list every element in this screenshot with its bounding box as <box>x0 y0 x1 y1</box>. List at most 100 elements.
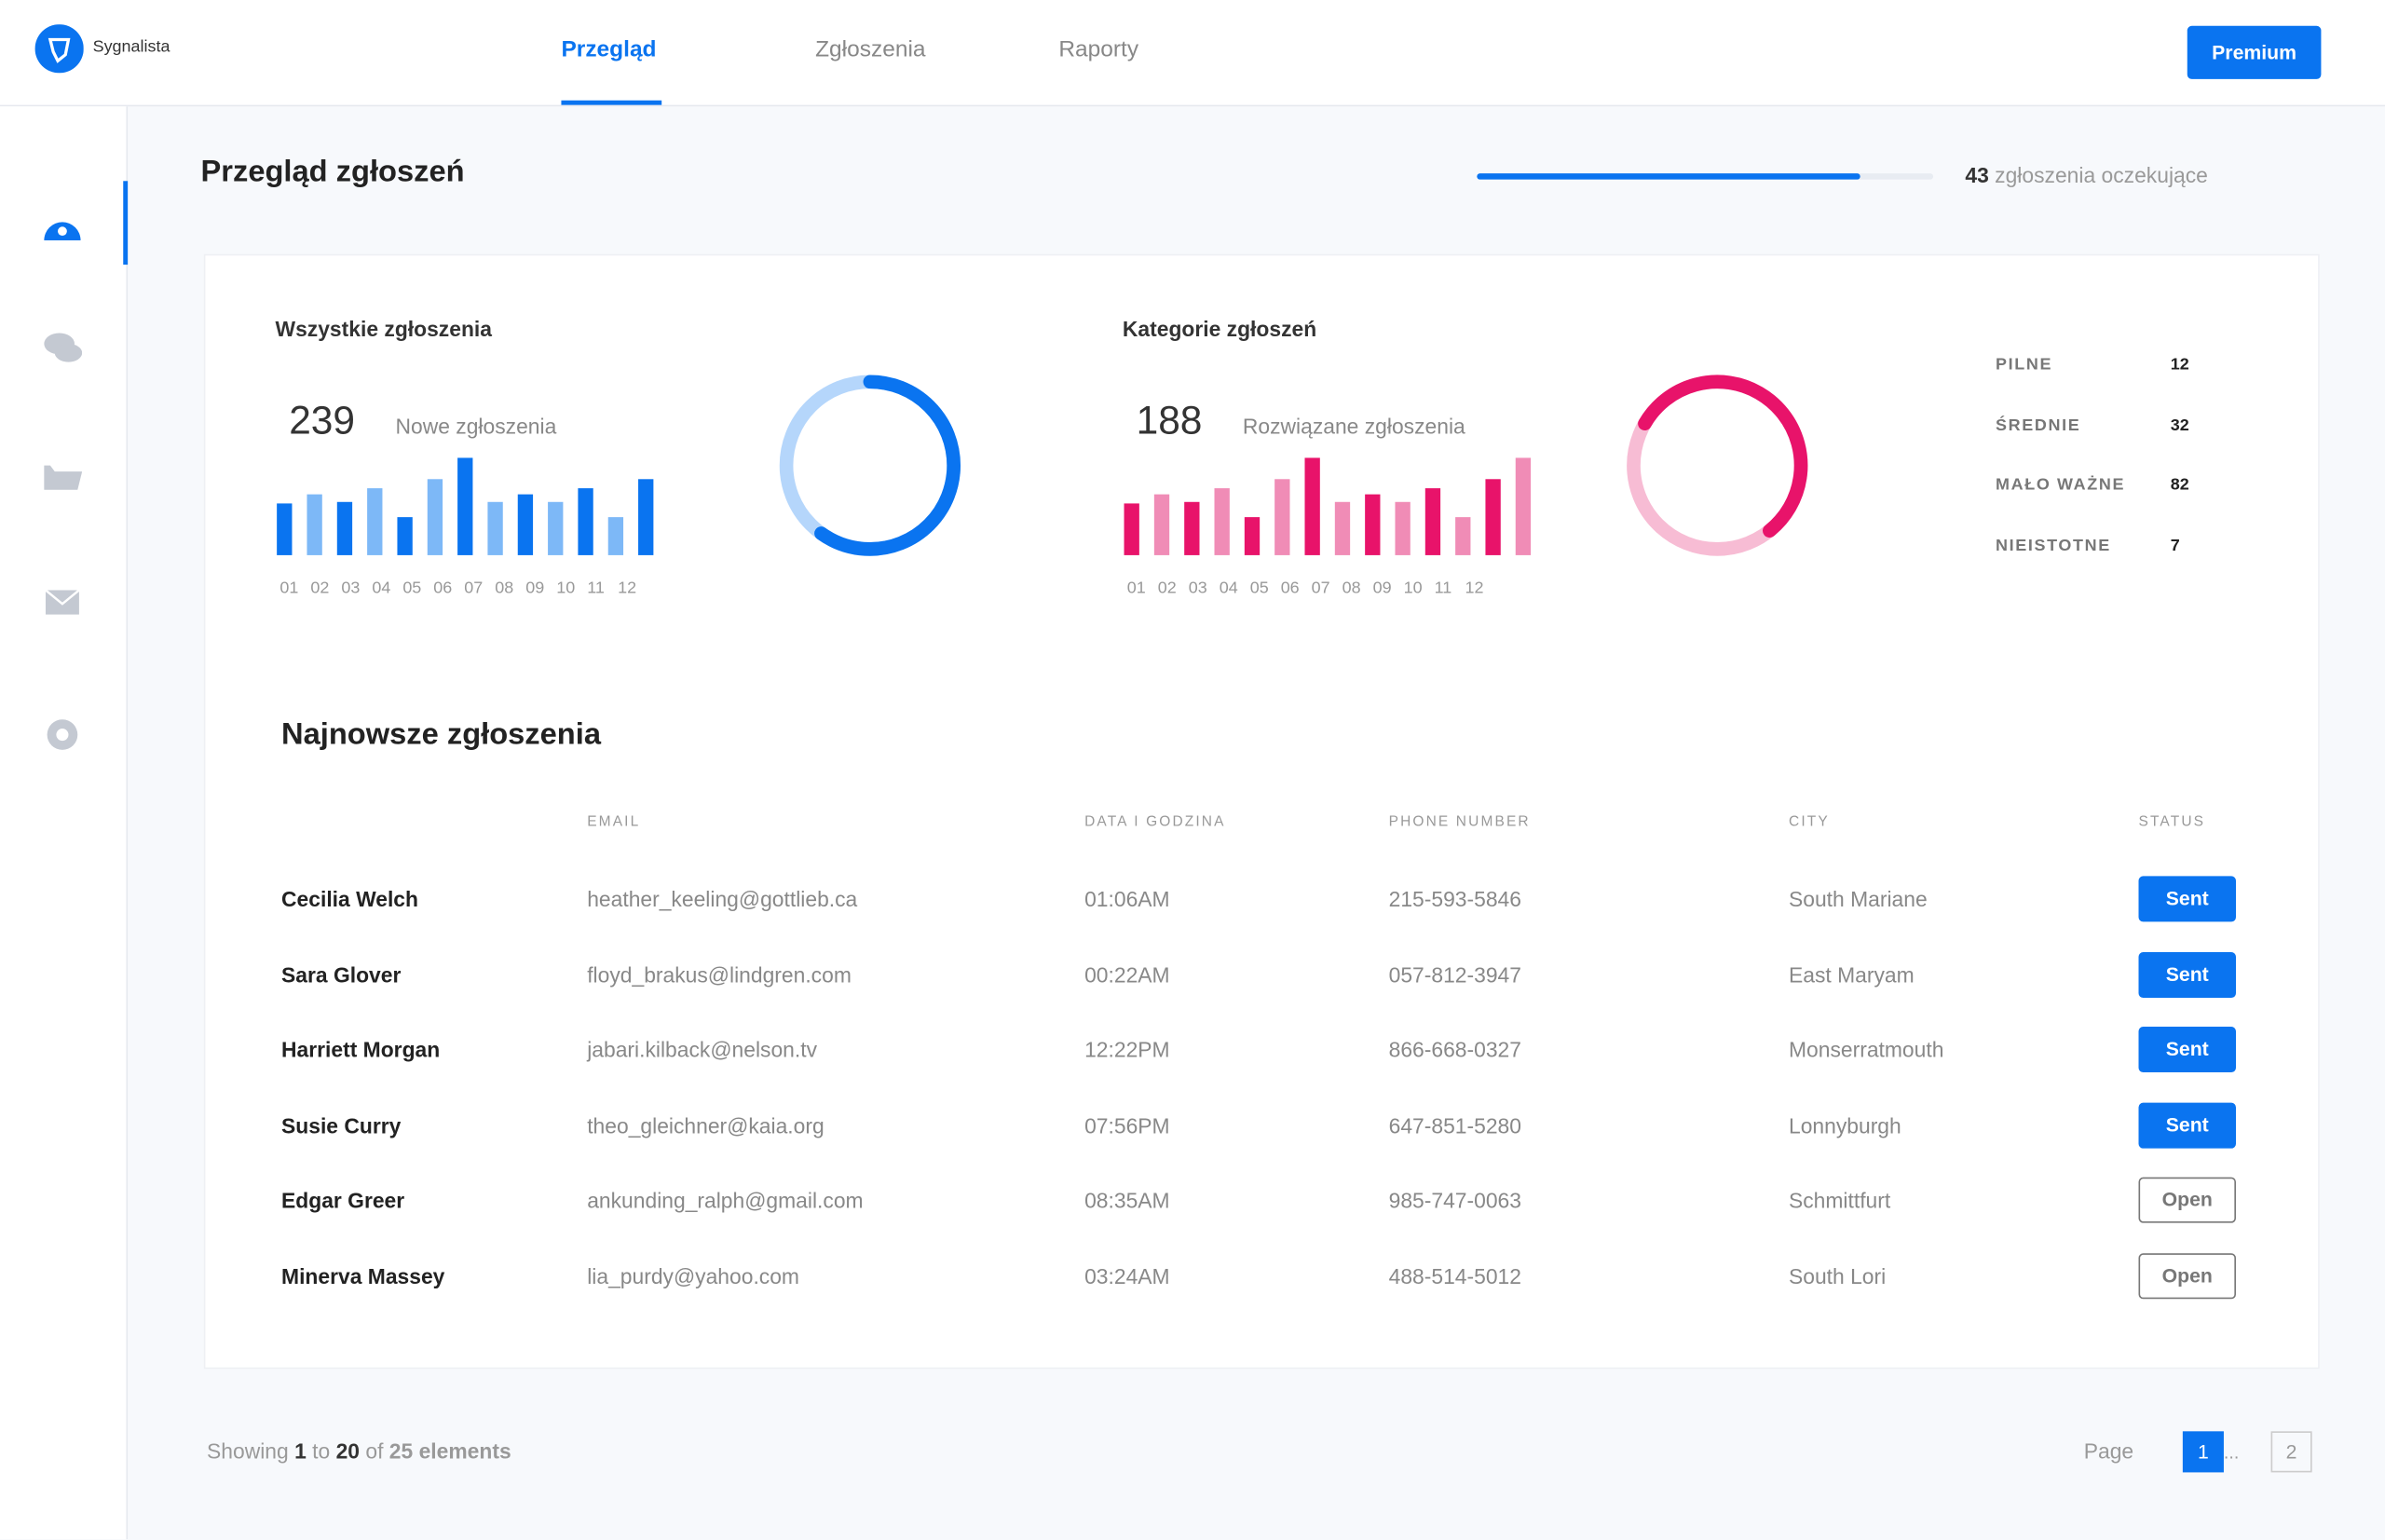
month-label: 10 <box>1403 579 1423 598</box>
nav-tab[interactable]: Przegląd <box>561 36 657 62</box>
progress-fill <box>1477 173 1860 180</box>
bar <box>548 501 564 555</box>
month-label: 11 <box>587 579 605 598</box>
to: 20 <box>335 1438 361 1464</box>
bar-chart <box>1124 457 1532 555</box>
month-label: 08 <box>1342 579 1361 598</box>
month-label: 10 <box>556 579 576 598</box>
cell: Monserratmouth <box>1788 1037 1944 1062</box>
month-label: 07 <box>1311 579 1330 598</box>
logo <box>34 24 84 74</box>
cell: 488-514-5012 <box>1388 1263 1521 1288</box>
page-button[interactable]: 1 <box>2182 1431 2224 1473</box>
month-label: 04 <box>1219 579 1238 598</box>
page-label: Page <box>2083 1438 2134 1464</box>
status-button[interactable]: Sent <box>2138 876 2236 922</box>
nav-tab[interactable]: Zgłoszenia <box>815 36 926 62</box>
cell: 985-747-0063 <box>1388 1188 1521 1213</box>
bar <box>1515 457 1532 555</box>
name: Harriett Morgan <box>281 1037 441 1062</box>
bar <box>578 488 593 555</box>
bar <box>1214 488 1230 555</box>
cell: theo_gleichner@kaia.org <box>587 1112 825 1138</box>
category-count: 82 <box>2170 476 2189 496</box>
text: to <box>312 1438 331 1464</box>
status-button[interactable]: Open <box>2138 1178 2236 1224</box>
card-label: Nowe zgłoszenia <box>395 414 557 439</box>
bar <box>1365 494 1381 555</box>
bar <box>307 494 322 555</box>
brand: Sygnalista <box>92 37 170 57</box>
column-header: CITY <box>1788 813 1830 831</box>
cell: 057-812-3947 <box>1388 961 1521 987</box>
bar <box>1184 501 1200 555</box>
cell: South Lori <box>1788 1263 1887 1288</box>
bar <box>1153 494 1170 555</box>
progress-track <box>1477 173 1934 180</box>
cell: Lonnyburgh <box>1788 1112 1901 1138</box>
column-header: PHONE NUMBER <box>1388 813 1531 831</box>
month-label: 03 <box>1188 579 1207 598</box>
donut <box>779 375 961 556</box>
column-header: EMAIL <box>587 813 641 831</box>
month-label: 02 <box>1157 579 1177 598</box>
bar <box>1124 503 1139 555</box>
bar-chart <box>277 457 654 555</box>
page-button[interactable]: 2 <box>2270 1431 2312 1473</box>
pending: 43 zgłoszenia oczekujące <box>1965 163 2208 187</box>
cell: South Mariane <box>1788 886 1928 911</box>
month-label: 08 <box>495 579 514 598</box>
cell: jabari.kilback@nelson.tv <box>587 1037 818 1062</box>
cell: 00:22AM <box>1084 961 1170 987</box>
tab-indicator <box>561 100 662 105</box>
month-label: 03 <box>341 579 361 598</box>
status-button[interactable]: Sent <box>2138 951 2236 998</box>
pending-count: 43 <box>1965 162 1989 187</box>
cell: floyd_brakus@lindgren.com <box>587 961 852 987</box>
name: Edgar Greer <box>281 1188 405 1213</box>
bar <box>1395 501 1411 555</box>
cell: East Maryam <box>1788 961 1915 987</box>
table-title: Najnowsze zgłoszenia <box>281 717 601 752</box>
card-label: Rozwiązane zgłoszenia <box>1242 414 1465 439</box>
bar <box>1304 457 1320 555</box>
bar <box>1455 517 1471 555</box>
bar <box>1485 479 1501 555</box>
sidebar-icons[interactable] <box>43 207 83 755</box>
premium-button[interactable]: Premium <box>2187 25 2322 79</box>
text: Showing <box>207 1438 289 1464</box>
top-bar <box>0 0 2385 107</box>
card-title: Wszystkie zgłoszenia <box>275 316 492 341</box>
page-title: Przegląd zgłoszeń <box>200 155 465 189</box>
month-label: 04 <box>372 579 391 598</box>
cell: 03:24AM <box>1084 1263 1170 1288</box>
cell: Schmittfurt <box>1788 1188 1891 1213</box>
from: 1 <box>294 1438 307 1464</box>
nav-tab[interactable]: Raporty <box>1058 36 1139 62</box>
card-value: 188 <box>1136 397 1203 443</box>
bar <box>336 501 353 555</box>
bar <box>1274 479 1290 555</box>
bar <box>487 501 503 555</box>
bar <box>607 517 624 555</box>
month-label: 05 <box>402 579 422 598</box>
bar <box>457 457 473 555</box>
donut-arc <box>1627 375 1808 556</box>
donut <box>1627 375 1808 556</box>
active-indicator <box>123 181 129 266</box>
category-count: 7 <box>2170 537 2180 556</box>
cell: 08:35AM <box>1084 1188 1170 1213</box>
status-button[interactable]: Open <box>2138 1253 2236 1300</box>
month-label: 12 <box>618 579 637 598</box>
status-button[interactable]: Sent <box>2138 1027 2236 1073</box>
month-label: 11 <box>1434 579 1452 598</box>
month-label: 02 <box>310 579 330 598</box>
column-header: STATUS <box>2138 813 2206 831</box>
month-label: 01 <box>279 579 299 598</box>
status-button[interactable]: Sent <box>2138 1102 2236 1149</box>
category-name: MAŁO WAŻNE <box>1996 476 2126 496</box>
month-label: 07 <box>464 579 484 598</box>
month-label: 01 <box>1126 579 1146 598</box>
donut-arc <box>779 375 961 556</box>
